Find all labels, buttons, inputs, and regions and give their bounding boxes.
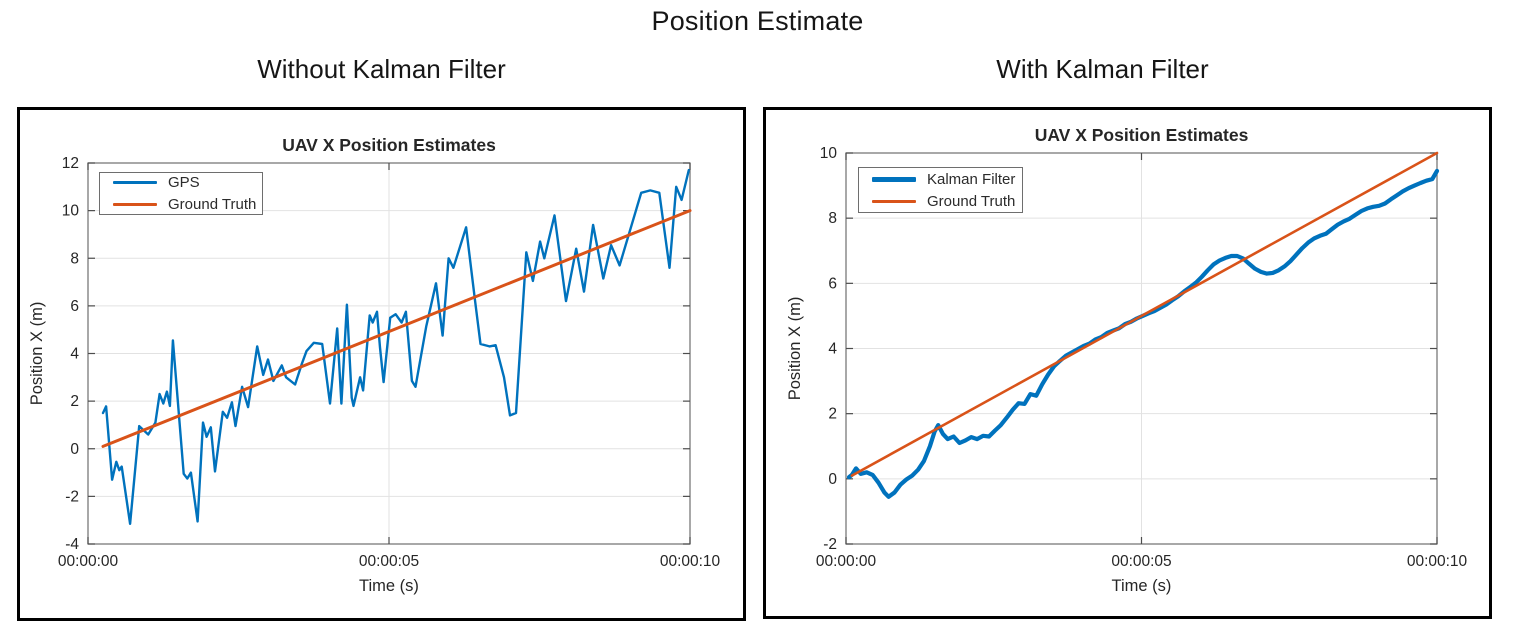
x-axis-label: Time (s) bbox=[1112, 577, 1172, 595]
x-axis-label: Time (s) bbox=[359, 577, 419, 595]
x-tick-label: 00:00:10 bbox=[660, 553, 721, 570]
legend-item-gps: GPS bbox=[100, 173, 262, 192]
chart-title: UAV X Position Estimates bbox=[1035, 125, 1249, 145]
x-tick-label: 00:00:10 bbox=[1407, 553, 1468, 570]
left-chart-panel: -4 -2 0 2 4 6 8 10 12 00:00:00 00:00:05 00:00:10 UAV… bbox=[17, 107, 746, 621]
left-chart-svg: -4 -2 0 2 4 6 8 10 12 00:00:00 00:00:05 00:00:10 UAV… bbox=[28, 135, 721, 595]
x-tick-label: 00:00:05 bbox=[1111, 553, 1171, 570]
x-tick-label: 00:00:00 bbox=[816, 553, 877, 570]
legend-item-kalman-filter: Kalman Filter bbox=[859, 170, 1022, 189]
y-tick-label: 6 bbox=[70, 298, 79, 315]
figure-title: Position Estimate bbox=[651, 6, 864, 36]
y-tick-label: 0 bbox=[70, 441, 79, 458]
y-tick-label: 8 bbox=[70, 250, 79, 267]
right-chart-svg: -2 0 2 4 6 8 10 00:00:00 00:00:05 00:00:10 UAV X P… bbox=[786, 125, 1468, 595]
series-line-kalman-filter bbox=[846, 168, 1440, 499]
ground-truth-line-swatch-icon bbox=[872, 199, 916, 203]
left-chart-legend: GPS Ground Truth bbox=[99, 172, 263, 215]
legend-item-ground-truth: Ground Truth bbox=[100, 195, 262, 214]
x-tick-label: 00:00:05 bbox=[359, 553, 419, 570]
x-tick-label: 00:00:00 bbox=[58, 553, 119, 570]
right-subtitle: With Kalman Filter bbox=[996, 54, 1209, 84]
series-line-ground-truth bbox=[101, 209, 692, 448]
right-chart-legend: Kalman Filter Ground Truth bbox=[858, 167, 1023, 213]
y-tick-label: 6 bbox=[828, 275, 837, 292]
y-tick-label: 2 bbox=[70, 393, 79, 410]
y-tick-label: -2 bbox=[823, 536, 837, 553]
y-tick-label: 4 bbox=[70, 346, 79, 363]
kalman-line-swatch-icon bbox=[872, 176, 916, 182]
y-tick-label: 8 bbox=[828, 210, 837, 227]
y-axis-label: Position X (m) bbox=[28, 302, 46, 406]
y-tick-label: 10 bbox=[62, 203, 80, 220]
y-tick-label: 4 bbox=[828, 341, 837, 358]
legend-label: Kalman Filter bbox=[927, 170, 1016, 188]
series-line-gps bbox=[101, 168, 690, 525]
y-tick-label: 2 bbox=[828, 406, 837, 423]
legend-label: GPS bbox=[168, 174, 200, 191]
y-tick-label: -2 bbox=[65, 488, 79, 505]
y-tick-label: 12 bbox=[62, 155, 79, 172]
right-chart-panel: -2 0 2 4 6 8 10 00:00:00 00:00:05 00:00:10 UAV X P… bbox=[763, 107, 1492, 619]
series-line-ground-truth bbox=[850, 151, 1439, 477]
legend-label: Ground Truth bbox=[927, 192, 1016, 210]
ground-truth-line-swatch-icon bbox=[113, 203, 157, 206]
legend-label: Ground Truth bbox=[168, 196, 257, 213]
y-axis-label: Position X (m) bbox=[786, 297, 804, 401]
gps-line-swatch-icon bbox=[113, 181, 157, 184]
y-tick-label: 0 bbox=[828, 471, 837, 488]
y-tick-label: 10 bbox=[820, 145, 838, 162]
chart-title: UAV X Position Estimates bbox=[282, 135, 496, 155]
y-tick-label: -4 bbox=[65, 536, 79, 553]
left-subtitle: Without Kalman Filter bbox=[257, 54, 506, 84]
legend-item-ground-truth: Ground Truth bbox=[859, 192, 1022, 211]
